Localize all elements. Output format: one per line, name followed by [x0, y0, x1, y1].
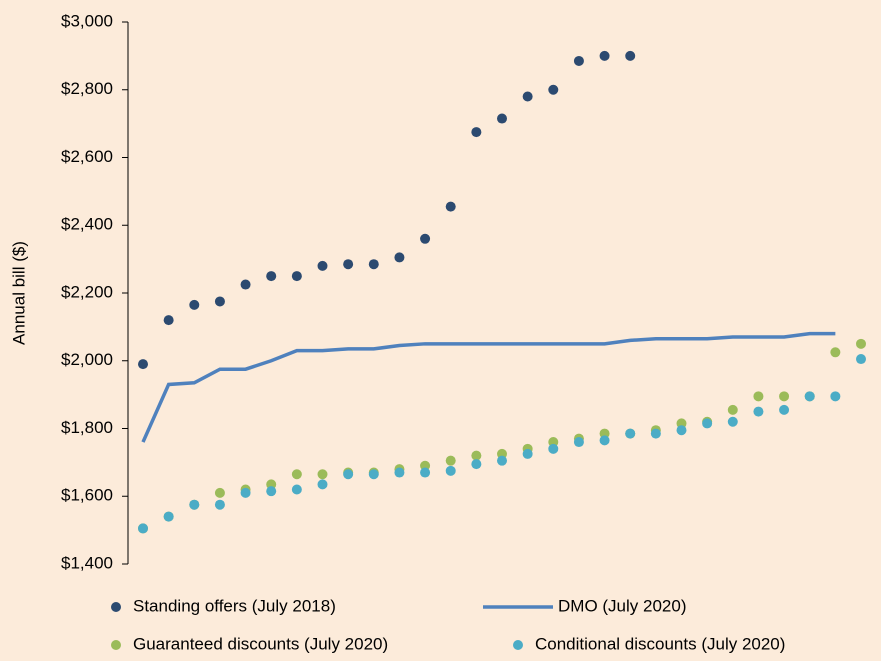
y-tick-label: $2,400	[61, 215, 113, 234]
y-tick-label: $2,600	[61, 147, 113, 166]
data-point	[497, 455, 507, 466]
data-point	[343, 259, 354, 270]
y-tick-label: $2,200	[61, 282, 113, 301]
data-point	[214, 296, 225, 307]
data-point	[445, 465, 456, 476]
data-point	[368, 259, 379, 270]
data-point	[727, 404, 738, 415]
data-point	[753, 391, 764, 402]
data-point	[727, 416, 738, 427]
data-point	[471, 127, 482, 138]
data-point	[856, 354, 866, 365]
legend-label: Conditional discounts (July 2020)	[535, 634, 785, 653]
data-point	[240, 279, 251, 290]
data-point	[650, 428, 661, 439]
data-point	[214, 487, 225, 498]
data-point	[753, 406, 764, 417]
data-point	[317, 479, 328, 490]
data-point	[522, 91, 533, 102]
data-point	[625, 50, 636, 61]
y-tick-label: $2,800	[61, 79, 113, 98]
data-point	[702, 418, 713, 429]
legend-marker	[111, 640, 121, 650]
data-point	[548, 84, 559, 95]
data-point	[471, 459, 482, 470]
data-point	[163, 315, 174, 326]
data-point	[420, 233, 431, 244]
data-point	[214, 499, 225, 510]
data-point	[804, 391, 815, 402]
data-point	[522, 448, 533, 459]
data-point	[420, 467, 431, 478]
data-point	[830, 347, 841, 358]
y-axis-title: Annual bill ($)	[9, 241, 28, 345]
data-point	[266, 486, 277, 497]
data-point	[856, 338, 866, 349]
data-point	[497, 113, 507, 124]
data-point	[676, 425, 687, 436]
data-point	[779, 404, 790, 415]
data-point	[471, 450, 482, 461]
data-point	[573, 55, 584, 66]
data-point	[138, 523, 148, 534]
legend-label: DMO (July 2020)	[558, 596, 686, 615]
data-point	[189, 299, 200, 310]
data-line	[141, 331, 836, 443]
y-tick-label: $1,800	[61, 418, 113, 437]
data-point	[779, 391, 790, 402]
data-point	[163, 511, 174, 522]
data-point	[189, 499, 200, 510]
data-point	[317, 469, 328, 480]
y-tick-label: $2,000	[61, 350, 113, 369]
y-tick-label: $1,600	[61, 486, 113, 505]
data-point	[317, 260, 328, 271]
data-point	[291, 484, 302, 495]
data-point	[445, 201, 456, 212]
data-point	[368, 469, 379, 480]
data-point	[625, 428, 636, 439]
data-point	[573, 437, 584, 448]
data-point	[266, 271, 277, 282]
legend-marker	[513, 640, 523, 650]
data-point	[599, 50, 610, 61]
data-point	[599, 435, 610, 446]
data-point	[830, 391, 841, 402]
legend-marker	[111, 602, 121, 612]
data-point	[291, 271, 302, 282]
legend-label: Guaranteed discounts (July 2020)	[133, 634, 388, 653]
legend-label: Standing offers (July 2018)	[133, 596, 336, 615]
y-tick-label: $1,400	[61, 553, 113, 572]
data-point	[445, 455, 456, 466]
data-point	[394, 252, 405, 263]
data-point	[240, 487, 251, 498]
data-point	[138, 359, 148, 370]
y-tick-label: $3,000	[61, 11, 113, 30]
data-point	[394, 467, 405, 478]
data-point	[291, 469, 302, 480]
data-point	[343, 469, 354, 480]
data-point	[548, 443, 559, 454]
